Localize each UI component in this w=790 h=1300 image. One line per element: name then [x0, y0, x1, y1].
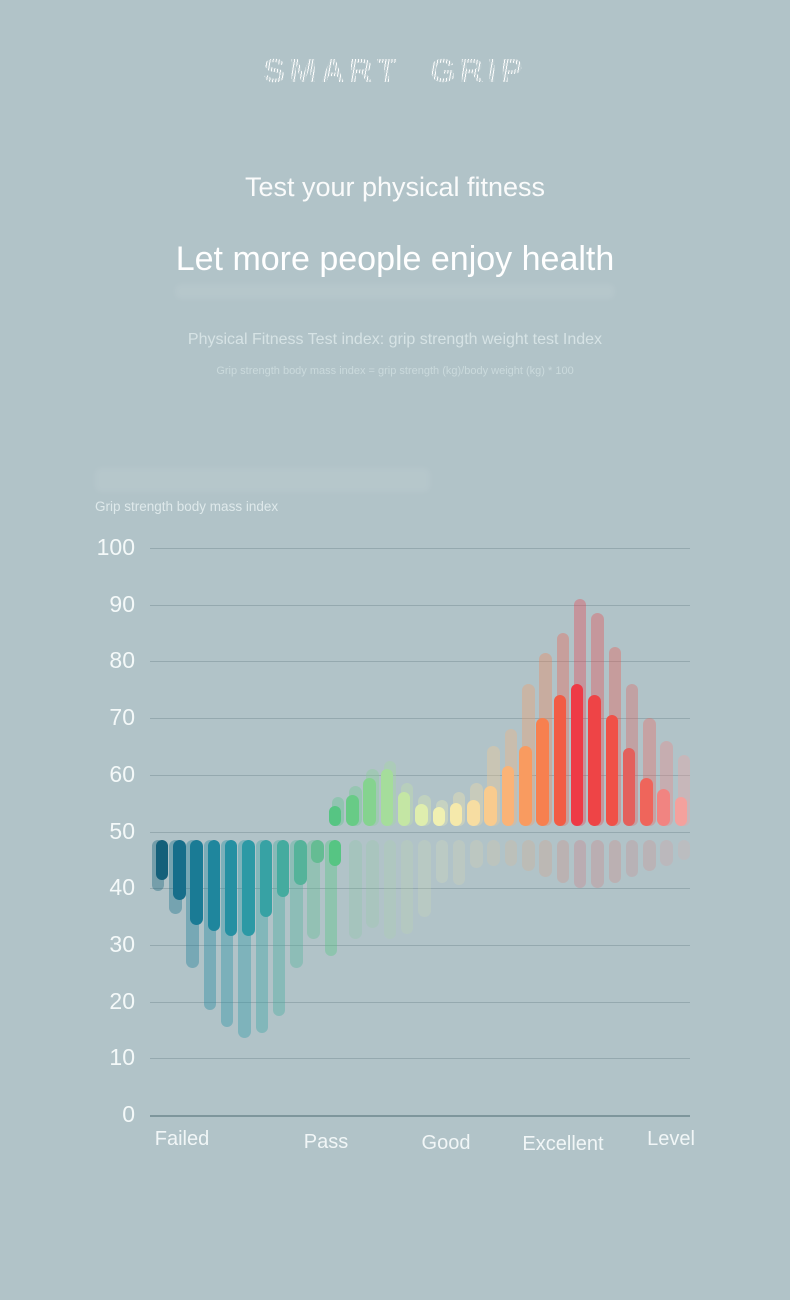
ghost-text-artifact — [175, 284, 615, 299]
bar-capsule — [487, 840, 500, 866]
x-axis-label-good: Good — [421, 1132, 471, 1154]
grid-line — [150, 944, 690, 946]
bar-capsule — [383, 840, 397, 940]
bar-capsule — [522, 840, 535, 872]
grid-line — [150, 1058, 690, 1060]
bar-capsule — [536, 718, 549, 826]
x-axis-line — [150, 1115, 690, 1117]
bar-capsule — [432, 807, 446, 826]
bar-capsule — [608, 840, 622, 883]
bar-capsule — [501, 766, 515, 826]
y-axis-tick-label: 100 — [96, 534, 135, 560]
grid-line — [150, 831, 690, 833]
x-axis-label-level: Level — [647, 1128, 695, 1150]
bar-capsule — [484, 786, 497, 826]
bar-capsule — [573, 840, 587, 889]
y-axis-tick-label: 40 — [109, 874, 135, 901]
y-axis-tick-label: 60 — [109, 760, 135, 787]
bar-capsule — [657, 788, 670, 826]
chart-title: Grip strength body mass index — [95, 499, 279, 514]
y-axis-tick-label: 30 — [109, 930, 135, 957]
bar-capsule — [674, 797, 688, 826]
bar-capsule — [328, 805, 342, 826]
brand-title: SMART GRIP — [0, 52, 790, 90]
bar-capsule — [625, 840, 639, 877]
bar-capsule — [660, 840, 673, 866]
bar-capsule — [519, 746, 532, 826]
x-axis-label-pass: Pass — [303, 1131, 349, 1153]
bar-capsule — [311, 840, 324, 863]
bar-capsule — [452, 840, 466, 886]
bar-capsule — [380, 769, 394, 826]
bar-capsule — [588, 695, 601, 826]
bar-capsule — [622, 748, 636, 826]
y-axis-tick-label: 10 — [109, 1044, 135, 1071]
bar-capsule — [346, 794, 359, 826]
bar-capsule — [467, 800, 480, 826]
fitness-index-subtitle: Physical Fitness Test index: grip streng… — [187, 331, 603, 348]
grid-line — [150, 661, 690, 663]
bar-capsule — [397, 791, 411, 826]
y-axis-tick-label: 0 — [122, 1101, 135, 1127]
bar-capsule — [242, 840, 255, 937]
bar-capsule — [539, 840, 552, 877]
bar-capsule — [643, 840, 656, 872]
tagline-secondary: Let more people enjoy health — [175, 240, 615, 278]
y-axis-tick-label: 70 — [109, 704, 135, 731]
bar-capsule — [449, 803, 463, 826]
grip-index-formula: Grip strength body mass index = grip str… — [216, 365, 574, 377]
bar-capsule — [418, 840, 431, 917]
bar-capsule — [504, 840, 518, 866]
y-axis-tick-label: 80 — [109, 647, 135, 674]
bar-capsule — [640, 777, 653, 826]
bar-capsule — [570, 684, 584, 826]
grid-line — [150, 604, 690, 606]
grid-line — [150, 1001, 690, 1003]
bar-capsule — [363, 777, 376, 826]
grid-line — [150, 548, 690, 549]
bar-capsule — [400, 840, 414, 934]
grid-line — [150, 774, 690, 776]
ghost-text-artifact — [95, 468, 430, 492]
tagline-primary: Test your physical fitness — [244, 172, 546, 202]
bar-capsule — [324, 840, 338, 957]
bar-capsule — [605, 715, 619, 826]
bar-capsule — [677, 840, 691, 860]
bar-capsule — [415, 804, 428, 826]
bar-capsule — [307, 840, 320, 940]
bar-capsule — [173, 840, 186, 900]
bar-capsule — [591, 840, 604, 889]
bar-capsule — [553, 695, 567, 826]
bar-capsule — [470, 840, 483, 869]
bar-capsule — [366, 840, 379, 928]
x-axis-label-excellent: Excellent — [522, 1133, 604, 1155]
bar-capsule — [328, 840, 342, 866]
bar-capsule — [556, 840, 570, 883]
bar-capsule — [155, 840, 169, 880]
bar-capsule — [190, 840, 203, 926]
grid-line — [150, 888, 690, 890]
y-axis-tick-label: 20 — [109, 987, 135, 1014]
bar-capsule — [294, 840, 307, 886]
bar-capsule — [435, 840, 449, 883]
x-axis-label-failed: Failed — [154, 1128, 210, 1150]
bar-capsule — [349, 840, 362, 940]
y-axis-tick-label: 50 — [109, 817, 135, 844]
bar-capsule — [259, 840, 273, 917]
y-axis-tick-label: 90 — [109, 590, 135, 617]
bar-capsule — [276, 840, 290, 897]
bar-capsule — [224, 840, 238, 937]
grid-line — [150, 718, 690, 720]
bar-capsule — [207, 840, 221, 931]
